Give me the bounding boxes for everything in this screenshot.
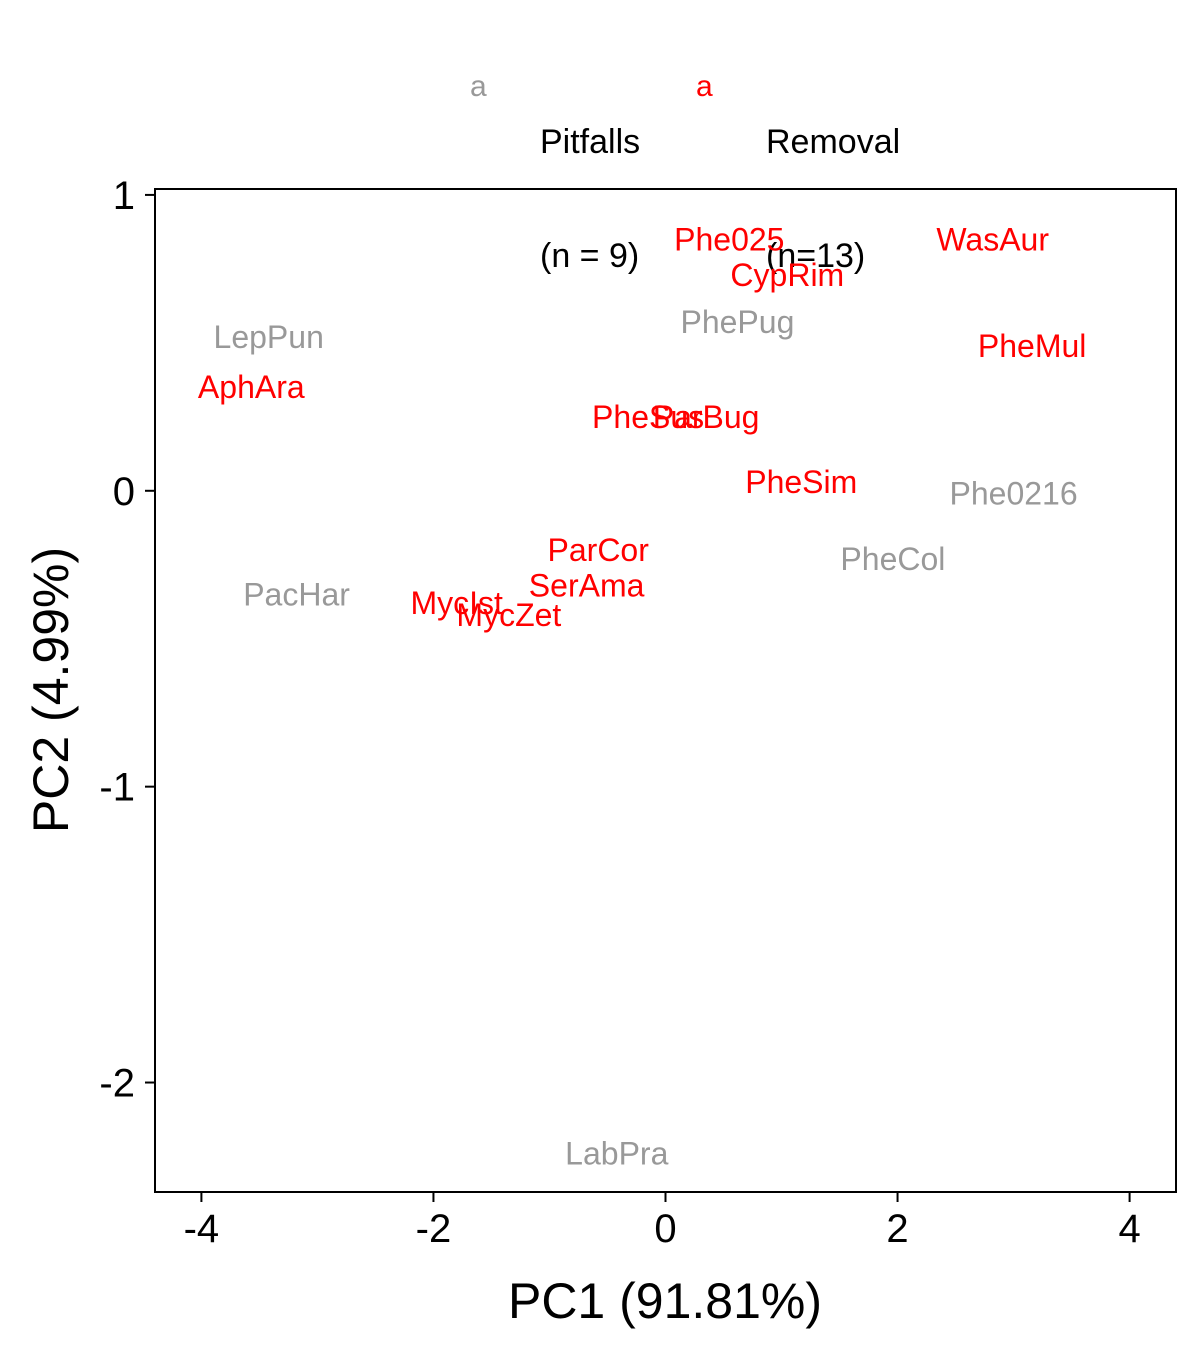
legend-label-removal-line2: (n=13) <box>766 237 866 275</box>
y-tick-label: 1 <box>113 174 135 218</box>
point-label-phecol: PheCol <box>840 541 945 577</box>
legend-label-pitfalls-line1: Pitfalls <box>540 123 641 161</box>
point-label-phesim: PheSim <box>745 464 857 500</box>
point-label-phemul: PheMul <box>978 328 1087 364</box>
point-label-leppun: LepPun <box>214 319 324 355</box>
legend-label-pitfalls: Pitfalls (n = 9) <box>540 47 640 351</box>
y-tick-label: -2 <box>99 1062 135 1106</box>
x-tick-label: 2 <box>886 1207 908 1251</box>
point-label-myczet: MycZet <box>456 597 561 633</box>
point-label-phe0216: Phe0216 <box>950 476 1078 512</box>
x-tick-label: -2 <box>416 1207 452 1251</box>
point-label-aphara: AphAra <box>198 369 305 405</box>
y-tick-label: 0 <box>113 470 135 514</box>
point-label-cyprim: CypRim <box>730 257 844 293</box>
point-label-mycist: MycIst <box>410 585 503 621</box>
point-label-phepug: PhePug <box>680 304 794 340</box>
point-label-wasaur: WasAur <box>936 221 1049 257</box>
y-axis-title: PC2 (4.99%) <box>23 547 79 833</box>
point-label-parbug: ParBug <box>653 399 760 435</box>
legend-key-removal: a <box>696 70 713 103</box>
x-axis-title: PC1 (91.81%) <box>508 1273 822 1329</box>
y-tick-label: -1 <box>99 766 135 810</box>
point-label-phe025: Phe025 <box>674 221 784 257</box>
x-tick-label: 0 <box>654 1207 676 1251</box>
legend-label-pitfalls-line2: (n = 9) <box>540 237 640 275</box>
legend-label-removal: Removal (n=13) <box>766 47 900 351</box>
point-label-phesus: PheSus <box>592 399 704 435</box>
y-axis: -2 -1 0 1 <box>99 174 155 1106</box>
x-tick-label: -4 <box>184 1207 220 1251</box>
point-label-labpra: LabPra <box>565 1136 668 1172</box>
x-tick-label: 4 <box>1118 1207 1140 1251</box>
legend-key-pitfalls: a <box>470 70 487 103</box>
point-label-parcor: ParCor <box>548 532 650 568</box>
point-label-pachar: PacHar <box>243 576 350 612</box>
x-axis: -4 -2 0 2 4 <box>184 1192 1141 1251</box>
legend-label-removal-line1: Removal <box>766 123 901 161</box>
point-label-serama: SerAma <box>529 567 645 603</box>
